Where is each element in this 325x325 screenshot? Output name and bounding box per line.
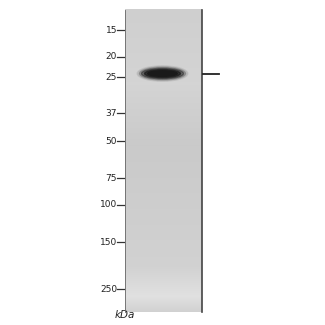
Text: 250: 250 xyxy=(100,285,117,294)
Text: kDa: kDa xyxy=(115,310,135,320)
Text: 25: 25 xyxy=(106,73,117,82)
Text: 37: 37 xyxy=(106,109,117,118)
Ellipse shape xyxy=(141,68,184,79)
Ellipse shape xyxy=(137,66,188,81)
Text: 50: 50 xyxy=(106,136,117,146)
Text: 100: 100 xyxy=(100,201,117,209)
Ellipse shape xyxy=(148,71,177,76)
Text: 75: 75 xyxy=(106,174,117,183)
Text: 15: 15 xyxy=(106,26,117,35)
Text: 20: 20 xyxy=(106,52,117,61)
Ellipse shape xyxy=(145,70,180,78)
Ellipse shape xyxy=(139,67,186,80)
Text: 150: 150 xyxy=(100,238,117,247)
